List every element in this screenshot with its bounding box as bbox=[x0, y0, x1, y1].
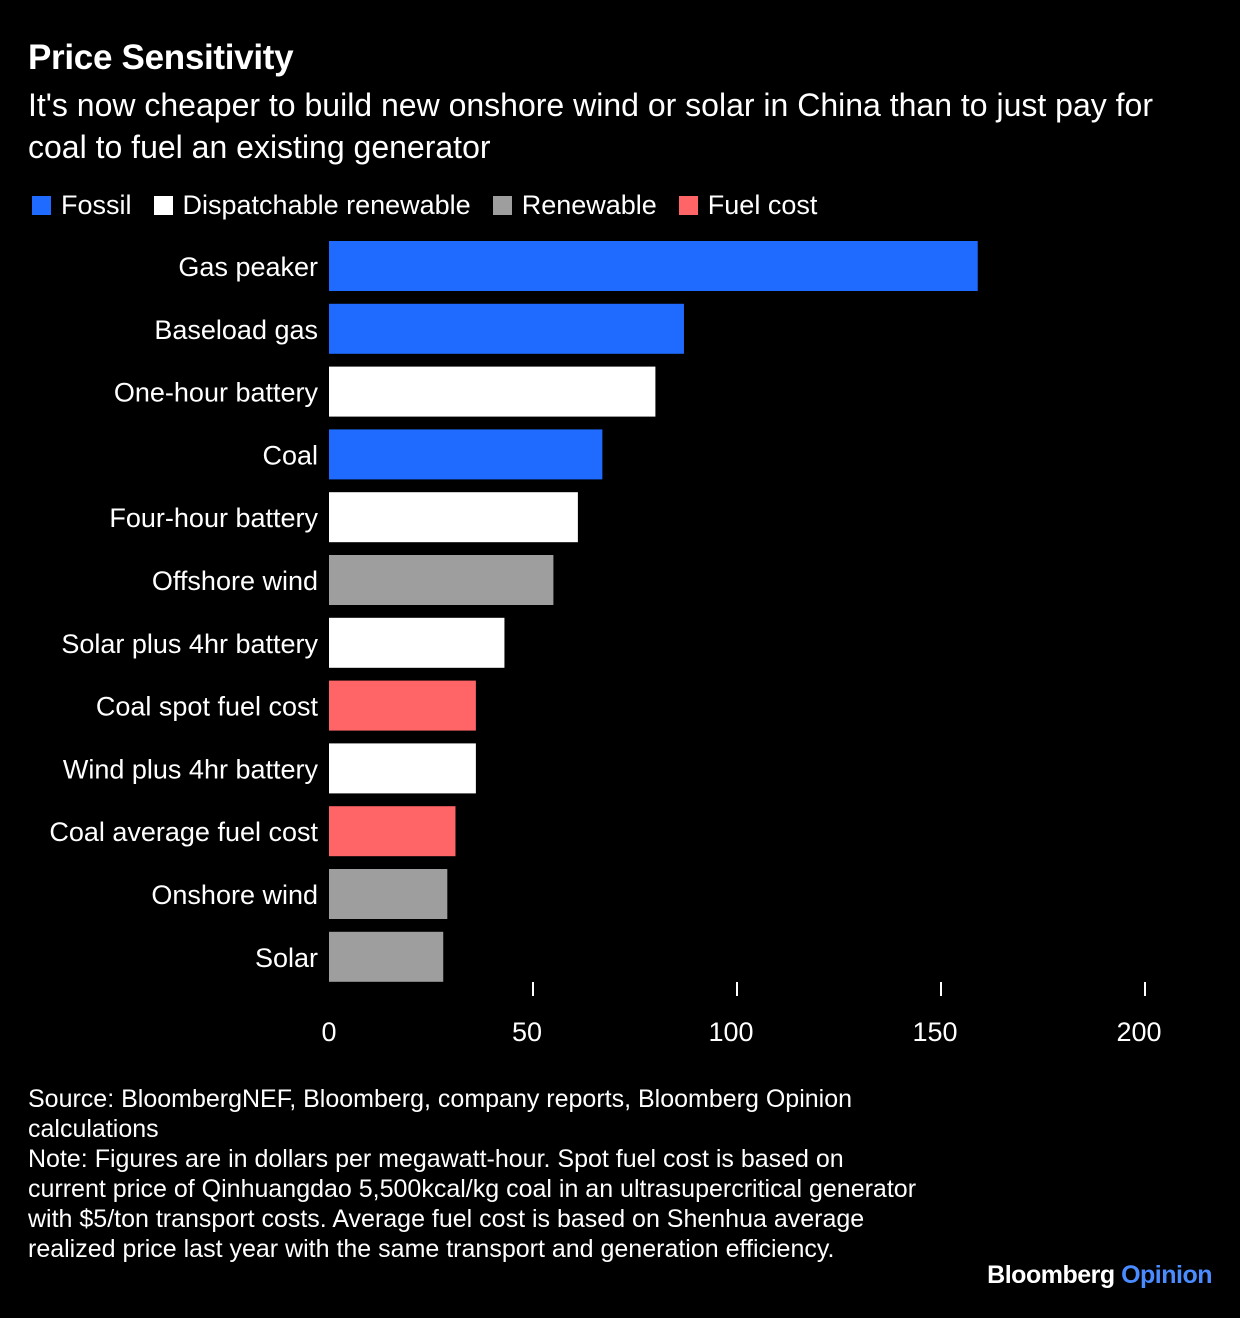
source-note: Source: BloombergNEF, Bloomberg, company… bbox=[28, 1084, 928, 1264]
category-label-baseload-gas: Baseload gas bbox=[154, 315, 318, 345]
bar-coal bbox=[329, 429, 603, 480]
brand-primary: Bloomberg bbox=[987, 1261, 1115, 1289]
bar-onshore-wind bbox=[329, 869, 448, 919]
bar-baseload-gas bbox=[329, 303, 684, 354]
legend-item-fuel-cost: Fuel cost bbox=[678, 190, 818, 221]
chart-title: Price Sensitivity bbox=[28, 38, 294, 77]
legend-item-fossil: Fossil bbox=[32, 190, 132, 221]
x-tick-label-150: 150 bbox=[912, 1017, 957, 1047]
chart-subtitle: It's now cheaper to build new onshore wi… bbox=[28, 87, 1153, 165]
category-label-coal-spot-fuel-cost: Coal spot fuel cost bbox=[96, 692, 319, 722]
legend-label-dispatchable: Dispatchable renewable bbox=[182, 190, 471, 220]
bar-solar-plus-4hr-battery bbox=[329, 617, 505, 668]
brand-secondary: Opinion bbox=[1121, 1261, 1212, 1289]
legend-label-renewable: Renewable bbox=[521, 190, 657, 220]
brand-logo: Bloomberg Opinion bbox=[987, 1261, 1212, 1290]
category-label-one-hour-battery: One-hour battery bbox=[114, 378, 319, 408]
category-label-wind-plus-4hr-battery: Wind plus 4hr battery bbox=[63, 754, 319, 784]
category-label-gas-peaker: Gas peaker bbox=[178, 252, 318, 282]
legend-label-fossil: Fossil bbox=[61, 190, 132, 220]
legend: Fossil Dispatchable renewable Renewable … bbox=[32, 190, 839, 221]
category-label-coal: Coal bbox=[262, 440, 318, 470]
bar-coal-spot-fuel-cost bbox=[329, 680, 476, 731]
category-label-solar-plus-4hr-battery: Solar plus 4hr battery bbox=[61, 629, 318, 659]
x-tick-label-100: 100 bbox=[708, 1017, 753, 1047]
category-label-onshore-wind: Onshore wind bbox=[151, 880, 318, 910]
bar-one-hour-battery bbox=[329, 366, 656, 417]
legend-item-dispatchable: Dispatchable renewable bbox=[153, 190, 471, 221]
legend-swatch-dispatchable bbox=[153, 196, 173, 215]
bar-offshore-wind bbox=[329, 555, 554, 605]
legend-swatch-fossil bbox=[32, 196, 51, 215]
bar-four-hour-battery bbox=[329, 492, 578, 543]
bar-solar bbox=[329, 931, 444, 982]
x-tick-label-50: 50 bbox=[512, 1017, 542, 1047]
bar-gas-peaker bbox=[329, 241, 978, 291]
category-label-four-hour-battery: Four-hour battery bbox=[109, 503, 318, 533]
legend-swatch-renewable bbox=[492, 196, 512, 215]
bar-wind-plus-4hr-battery bbox=[329, 743, 476, 794]
category-label-coal-average-fuel-cost: Coal average fuel cost bbox=[49, 817, 318, 847]
category-label-solar: Solar bbox=[255, 943, 318, 973]
category-label-offshore-wind: Offshore wind bbox=[152, 566, 318, 596]
legend-label-fuel-cost: Fuel cost bbox=[707, 190, 818, 220]
x-tick-label-200: 200 bbox=[1116, 1017, 1161, 1047]
legend-swatch-fuel-cost bbox=[678, 196, 698, 215]
source-text: Source: BloombergNEF, Bloomberg, company… bbox=[28, 1085, 853, 1143]
note-text: Note: Figures are in dollars per megawat… bbox=[28, 1145, 917, 1263]
bar-coal-average-fuel-cost bbox=[329, 806, 456, 857]
legend-item-renewable: Renewable bbox=[492, 190, 657, 221]
bar-chart: Gas peaker Baseload gas One-hour battery Co… bbox=[49, 241, 1162, 1047]
x-tick-label-0: 0 bbox=[321, 1017, 336, 1047]
